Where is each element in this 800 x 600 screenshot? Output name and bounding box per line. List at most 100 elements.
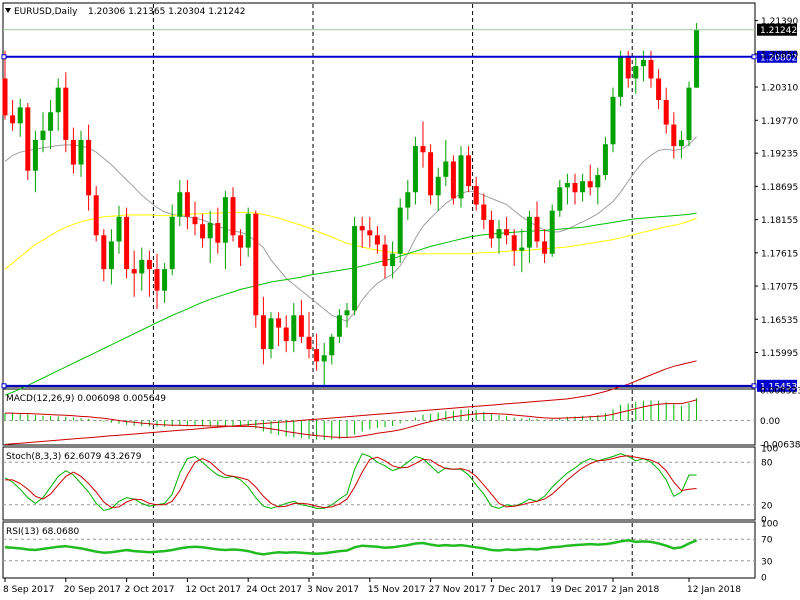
price-tick-label: 1.21390 bbox=[761, 17, 798, 27]
candle-body bbox=[230, 197, 236, 236]
rsi-tick-label: 100 bbox=[761, 520, 778, 530]
rsi-tick-label: 70 bbox=[761, 536, 773, 546]
candle-body bbox=[496, 229, 502, 239]
time-tick-label: 3 Nov 2017 bbox=[307, 585, 359, 595]
horizontal-line-price-tag bbox=[757, 50, 797, 63]
time-tick-label: 2 Oct 2017 bbox=[125, 585, 175, 595]
horizontal-line-price-label: 1.20802 bbox=[760, 53, 797, 63]
candle-body bbox=[238, 235, 244, 248]
stoch-signal-line bbox=[5, 455, 697, 509]
candle-body bbox=[2, 78, 8, 116]
candle-body bbox=[443, 161, 449, 177]
symbol-label: EURUSD,Daily bbox=[14, 7, 78, 17]
candle-body bbox=[678, 139, 684, 147]
rsi-label: RSI(13) 68.0680 bbox=[6, 527, 79, 537]
macd-tick-label: 0.00 bbox=[760, 417, 780, 427]
moving-average-line bbox=[4, 136, 697, 323]
time-tick-label: 7 Dec 2017 bbox=[489, 585, 541, 595]
candle-body bbox=[40, 130, 46, 140]
candle-body bbox=[526, 216, 532, 248]
price-tick-label: 1.20310 bbox=[761, 84, 798, 94]
time-tick-label: 12 Jan 2018 bbox=[687, 585, 741, 595]
macd-label: MACD(12,26,9) 0.006098 0.005649 bbox=[6, 394, 166, 404]
candle-body bbox=[154, 269, 160, 291]
stoch-tick-label: 80 bbox=[761, 459, 773, 469]
moving-average-line bbox=[4, 212, 697, 270]
candle-body bbox=[488, 219, 494, 239]
candle-body bbox=[405, 192, 411, 208]
candle-body bbox=[48, 112, 54, 131]
candle-body bbox=[306, 336, 312, 350]
macd-tick-label: -0.006387 bbox=[760, 441, 800, 451]
moving-average-line bbox=[4, 360, 697, 445]
candle-body bbox=[382, 244, 388, 267]
candle-body bbox=[146, 259, 152, 270]
candle-body bbox=[93, 195, 99, 236]
line-handle bbox=[751, 383, 757, 389]
candle-body bbox=[694, 29, 700, 88]
candle-body bbox=[222, 197, 228, 243]
candle-body bbox=[542, 241, 548, 254]
rsi-tick-label: 30 bbox=[761, 557, 773, 567]
candle-body bbox=[25, 107, 31, 171]
horizontal-line-price-tag bbox=[757, 379, 797, 392]
candle-body bbox=[466, 155, 472, 187]
price-tick-label: 1.20850 bbox=[761, 50, 798, 60]
candle-body bbox=[200, 224, 206, 239]
stoch-tick-label: 20 bbox=[761, 501, 773, 511]
price-tick-label: 1.16535 bbox=[761, 316, 798, 326]
candle-body bbox=[686, 87, 692, 140]
candle-body bbox=[450, 161, 456, 199]
time-tick-label: 15 Nov 2017 bbox=[368, 585, 426, 595]
candle-body bbox=[534, 216, 540, 242]
candle-body bbox=[618, 56, 624, 97]
line-handle bbox=[1, 54, 7, 60]
candle-body bbox=[580, 181, 586, 193]
stoch-label: Stoch(8,3,3) 62.6079 43.2679 bbox=[6, 452, 142, 462]
price-tick-label: 1.19770 bbox=[761, 117, 798, 127]
price-tick-label: 1.17615 bbox=[761, 249, 798, 259]
candle-body bbox=[625, 56, 631, 79]
candle-body bbox=[648, 59, 654, 79]
time-axis: 8 Sep 2017 20 Sep 2017 2 Oct 2017 12 Oct 20… bbox=[3, 578, 741, 595]
candle-body bbox=[169, 216, 175, 270]
candle-body bbox=[610, 96, 616, 145]
stoch-indicator bbox=[4, 453, 697, 512]
current-price-label: 1.21242 bbox=[760, 26, 797, 36]
rsi-line bbox=[4, 539, 698, 556]
candle-body bbox=[481, 204, 487, 220]
candle-body bbox=[412, 146, 418, 193]
candle-body bbox=[359, 226, 365, 231]
time-tick-label: 8 Sep 2017 bbox=[3, 585, 54, 595]
candle-body bbox=[192, 216, 198, 225]
candle-body bbox=[116, 216, 122, 242]
candle-body bbox=[420, 146, 426, 153]
macd-panel-frame bbox=[2, 388, 756, 446]
candle-body bbox=[260, 315, 266, 350]
rsi-indicator bbox=[4, 539, 698, 556]
price-tick-label: 1.18695 bbox=[761, 183, 798, 193]
candle-body bbox=[473, 186, 479, 205]
price-panel-frame bbox=[2, 2, 756, 388]
line-handle bbox=[1, 383, 7, 389]
candle-body bbox=[435, 176, 441, 196]
candle-body bbox=[108, 241, 114, 270]
candle-body bbox=[663, 99, 669, 125]
macd-signal-line bbox=[5, 399, 697, 438]
candle-body bbox=[572, 183, 578, 193]
candle-body bbox=[124, 216, 130, 270]
candle-body bbox=[587, 181, 593, 188]
current-price-tag bbox=[757, 23, 797, 36]
candle-body bbox=[511, 235, 517, 251]
candle-body bbox=[352, 226, 358, 311]
candle-body bbox=[162, 269, 168, 291]
dropdown-triangle-icon[interactable] bbox=[5, 8, 11, 13]
horizontal-line-price-label: 1.15453 bbox=[760, 382, 797, 392]
price-tick-label: 1.15995 bbox=[761, 349, 798, 359]
candle-body bbox=[390, 253, 396, 267]
candle-body bbox=[671, 124, 677, 147]
line-handle bbox=[751, 54, 757, 60]
price-tick-label: 1.18155 bbox=[761, 216, 798, 226]
stoch-tick-label: 100 bbox=[761, 445, 778, 455]
